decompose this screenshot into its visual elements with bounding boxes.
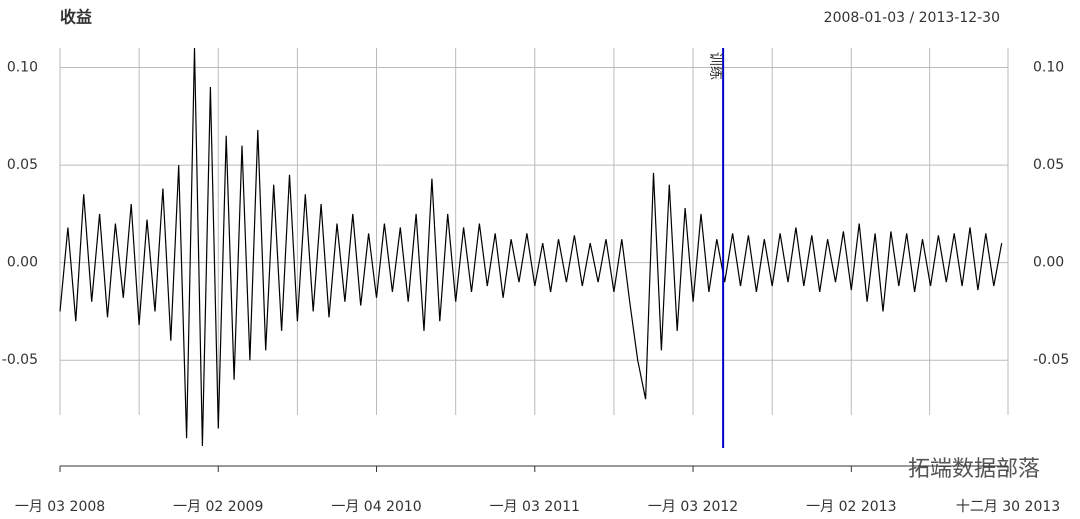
x-tick-label: 一月 03 2011	[490, 499, 580, 515]
date-range: 2008-01-03 / 2013-12-30	[824, 10, 1000, 26]
x-tick-label: 一月 02 2009	[173, 499, 263, 515]
event-label: 训练	[707, 52, 723, 80]
x-tick-label: 一月 04 2010	[331, 499, 421, 515]
y-tick-label: -0.05	[2, 352, 38, 368]
y-tick-label: 0.00	[7, 255, 38, 271]
y-tick-label-right: 0.05	[1033, 157, 1064, 173]
x-tick-label: 一月 03 2012	[648, 499, 738, 515]
watermark: 拓端数据部落	[908, 457, 1040, 482]
chart-title: 收益	[60, 8, 92, 27]
y-tick-label: 0.05	[7, 157, 38, 173]
y-tick-label-right: -0.05	[1033, 352, 1069, 368]
x-tick-label: 十二月 30 2013	[956, 499, 1060, 515]
y-tick-label-right: 0.00	[1033, 255, 1064, 271]
y-tick-label-right: 0.10	[1033, 60, 1064, 76]
series-line	[59, 47, 1003, 447]
x-tick-label: 一月 02 2013	[806, 499, 896, 515]
x-tick-label: 一月 03 2008	[15, 499, 105, 515]
y-tick-label: 0.10	[7, 60, 38, 76]
